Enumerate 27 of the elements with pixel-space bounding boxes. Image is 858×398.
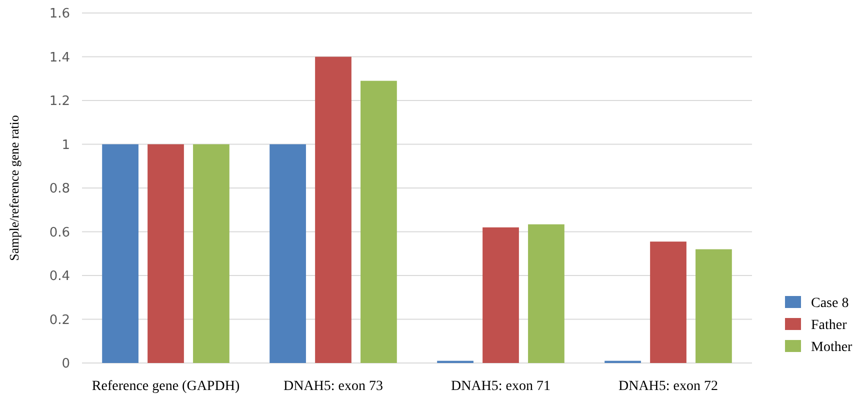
y-tick-label: 0 [62, 356, 70, 372]
legend-label: Case 8 [811, 296, 849, 311]
x-tick-label: DNAH5: exon 71 [450, 379, 551, 394]
legend-label: Father [811, 318, 848, 333]
y-tick-label: 1.6 [49, 6, 70, 22]
bar [482, 227, 519, 363]
x-tick-label: DNAH5: exon 72 [618, 379, 718, 394]
y-tick-label: 0.6 [49, 225, 70, 240]
y-tick-label: 1.4 [49, 50, 70, 66]
bar [528, 224, 564, 363]
y-tick-label: 0.2 [49, 312, 70, 328]
bar [315, 56, 352, 363]
bar [650, 242, 686, 363]
y-tick-label: 0.4 [49, 269, 70, 284]
y-tick-label: 1 [62, 138, 70, 153]
bar [270, 144, 306, 363]
bar [102, 144, 138, 363]
y-tick-label: 0.8 [49, 182, 70, 197]
y-tick-label: 1.2 [49, 94, 70, 110]
y-axis-title: Sample/reference gene ratio [6, 115, 22, 261]
x-tick-label: DNAH5: exon 73 [283, 379, 384, 394]
bar [148, 144, 184, 363]
legend-label: Mother [811, 340, 853, 355]
bar [360, 80, 397, 363]
x-tick-label: Reference gene (GAPDH) [92, 379, 240, 394]
bar [193, 144, 230, 363]
bar [696, 249, 732, 363]
